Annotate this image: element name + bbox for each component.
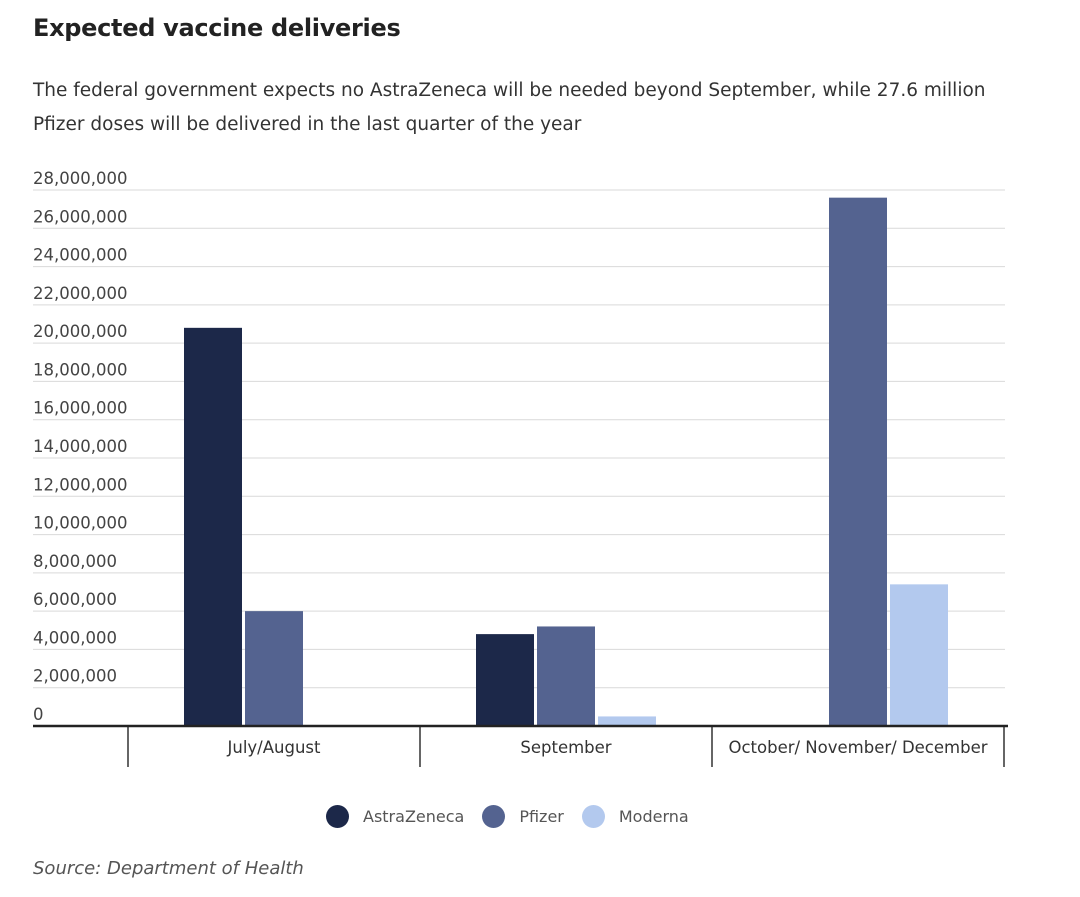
legend-label-moderna: Moderna: [618, 807, 689, 826]
y-tick-label: 2,000,000: [33, 667, 117, 686]
x-category-label: September: [520, 738, 611, 757]
x-category-label: July/August: [227, 738, 322, 757]
bar-astrazeneca-1: [476, 634, 534, 726]
bar-moderna-2: [890, 584, 948, 726]
chart-legend: AstraZeneca Pfizer Moderna: [326, 805, 707, 828]
legend-item-pfizer[interactable]: Pfizer: [482, 805, 564, 828]
source-note: Source: Department of Health: [33, 858, 304, 879]
y-tick-label: 4,000,000: [33, 628, 117, 647]
y-tick-label: 12,000,000: [33, 475, 127, 494]
legend-swatch-moderna: [581, 805, 605, 828]
y-tick-label: 10,000,000: [33, 514, 127, 533]
bar-moderna-1: [598, 716, 656, 726]
y-tick-label: 8,000,000: [33, 552, 117, 571]
y-tick-label: 24,000,000: [33, 246, 127, 265]
legend-swatch-pfizer: [482, 805, 506, 828]
y-tick-label: 6,000,000: [33, 590, 117, 609]
y-tick-label: 20,000,000: [33, 322, 127, 341]
y-tick-label: 18,000,000: [33, 360, 127, 379]
bar-astrazeneca-0: [184, 327, 242, 726]
y-tick-label: 0: [33, 705, 44, 724]
y-tick-label: 22,000,000: [33, 284, 127, 303]
bar-pfizer-1: [537, 626, 595, 726]
legend-label-pfizer: Pfizer: [519, 807, 564, 826]
bar-chart: 0 2,000,000 4,000,000 6,000,000 8,000,000 10,…: [33, 169, 1008, 767]
bar-pfizer-2: [829, 197, 887, 726]
legend-item-astrazeneca[interactable]: AstraZeneca: [326, 805, 464, 828]
x-category-label: October/ November/ December: [728, 738, 987, 757]
legend-swatch-astrazeneca: [326, 805, 349, 828]
legend-label-astrazeneca: AstraZeneca: [363, 807, 465, 826]
legend-item-moderna[interactable]: Moderna: [581, 805, 689, 828]
y-tick-label: 14,000,000: [33, 437, 127, 456]
y-tick-label: 26,000,000: [33, 207, 127, 226]
bar-pfizer-0: [245, 611, 303, 726]
y-tick-label: 28,000,000: [33, 169, 127, 188]
chart-subtitle: The federal government expects no AstraZ…: [33, 80, 986, 135]
chart-title: Expected vaccine deliveries: [33, 14, 401, 42]
y-tick-label: 16,000,000: [33, 399, 127, 418]
